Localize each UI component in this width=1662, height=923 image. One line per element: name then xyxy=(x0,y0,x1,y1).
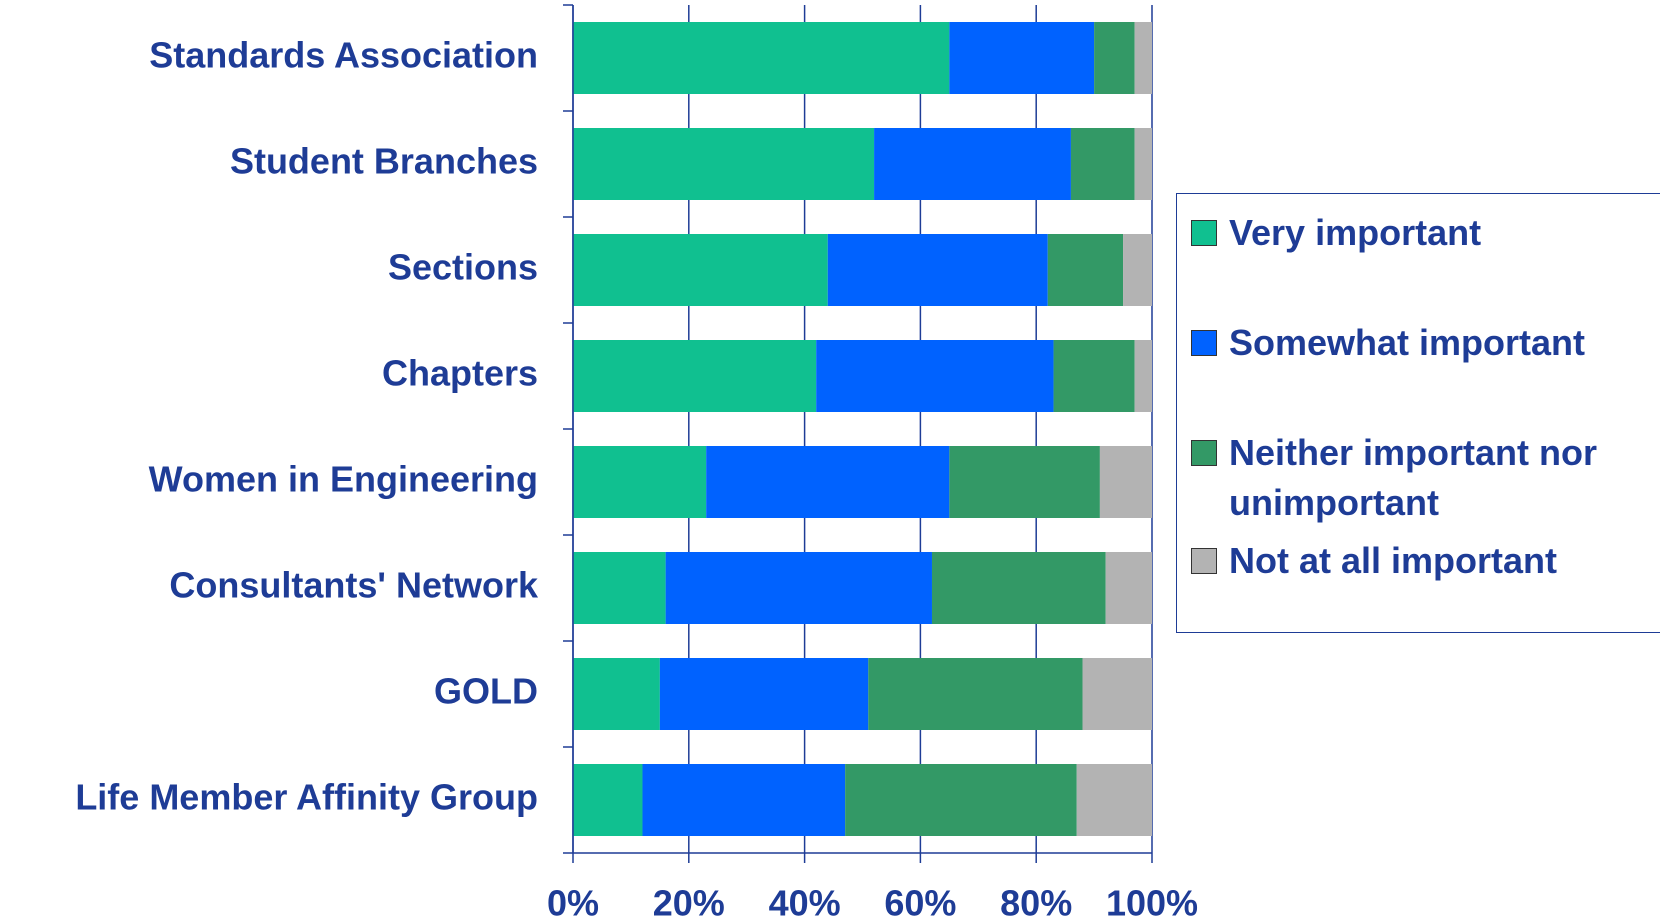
bar-segment xyxy=(642,764,846,836)
bar-segment xyxy=(816,340,1054,412)
bar-segment xyxy=(1134,340,1152,412)
legend: Very important Somewhat important Neither … xyxy=(1176,193,1660,633)
y-tick-label: Standards Association xyxy=(149,35,538,76)
x-tick-label: 40% xyxy=(769,883,841,923)
legend-label: Not at all important xyxy=(1229,540,1558,581)
legend-item: Somewhat important xyxy=(1191,318,1660,368)
x-tick-label: 60% xyxy=(884,883,956,923)
legend-swatch xyxy=(1191,440,1217,466)
bar-segment xyxy=(949,446,1100,518)
bar-segment xyxy=(573,128,875,200)
bar-segment xyxy=(845,764,1077,836)
y-tick-label: GOLD xyxy=(434,671,538,712)
bar-segment xyxy=(1070,128,1135,200)
bar-segment xyxy=(573,658,660,730)
bar-segment xyxy=(868,658,1083,730)
legend-item: Neither important nor unimportant xyxy=(1191,428,1660,528)
legend-swatch xyxy=(1191,330,1217,356)
legend-label: Neither important nor unimportant xyxy=(1229,432,1598,523)
legend-label: Very important xyxy=(1229,212,1482,253)
bar-segment xyxy=(1123,234,1152,306)
bar-segment xyxy=(1053,340,1135,412)
bar-segment xyxy=(1076,764,1152,836)
bar-segment xyxy=(659,658,869,730)
legend-item: Not at all important xyxy=(1191,536,1660,586)
legend-swatch xyxy=(1191,220,1217,246)
x-tick-label: 100% xyxy=(1106,883,1198,923)
bar-segment xyxy=(1082,658,1152,730)
legend-label: Somewhat important xyxy=(1229,322,1586,363)
x-tick-label: 80% xyxy=(1000,883,1072,923)
y-tick-label: Student Branches xyxy=(230,141,538,182)
bar-segment xyxy=(1047,234,1124,306)
bar-segment xyxy=(874,128,1071,200)
x-tick-label: 20% xyxy=(653,883,725,923)
bar-segment xyxy=(573,446,707,518)
bar-segment xyxy=(931,552,1106,624)
y-tick-label: Chapters xyxy=(382,353,538,394)
bar-segment xyxy=(827,234,1048,306)
y-tick-label: Sections xyxy=(388,247,538,288)
legend-swatch xyxy=(1191,548,1217,574)
bar-segment xyxy=(573,552,666,624)
bar-segment xyxy=(1094,22,1135,94)
bar-segment xyxy=(573,22,950,94)
bar-segment xyxy=(949,22,1095,94)
bar-segment xyxy=(706,446,950,518)
bar-segment xyxy=(665,552,932,624)
bar-segment xyxy=(573,234,828,306)
y-tick-label: Consultants' Network xyxy=(169,565,539,606)
bar-segment xyxy=(573,340,817,412)
bar-segment xyxy=(1105,552,1152,624)
legend-item: Very important xyxy=(1191,208,1660,258)
bar-segment xyxy=(1099,446,1152,518)
y-tick-label: Women in Engineering xyxy=(149,459,538,500)
x-tick-label: 0% xyxy=(547,883,599,923)
y-tick-label: Life Member Affinity Group xyxy=(75,777,538,818)
bar-segment xyxy=(573,764,643,836)
bar-segment xyxy=(1134,22,1152,94)
bar-segment xyxy=(1134,128,1152,200)
